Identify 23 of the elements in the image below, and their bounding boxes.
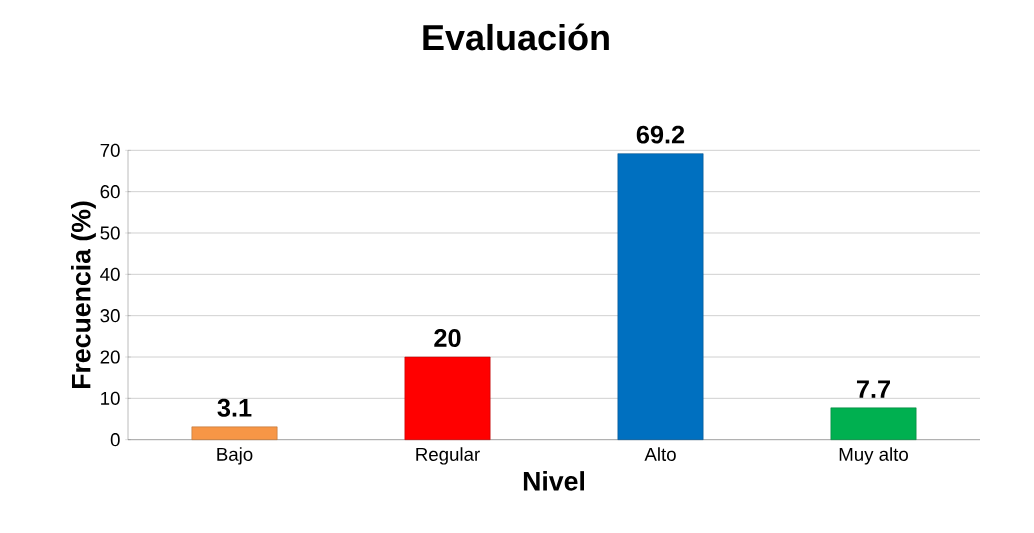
y-tick-label: 50 <box>100 226 120 240</box>
data-label: 69.2 <box>636 125 685 144</box>
x-tick-label: Alto <box>644 447 676 461</box>
y-tick-label: 70 <box>100 143 120 157</box>
y-tick-label: 0 <box>110 433 120 447</box>
bar <box>617 153 704 440</box>
y-axis-title: Frecuencia (%) <box>71 201 96 389</box>
bar <box>404 356 491 440</box>
x-tick-label: Bajo <box>217 447 253 465</box>
x-tick-label: Regular <box>416 447 480 465</box>
bar <box>191 426 278 440</box>
x-axis-title: Nivel <box>523 471 584 491</box>
data-label: 7.7 <box>856 380 890 398</box>
x-tick-label: Muy alto <box>839 447 908 465</box>
y-tick-label: 30 <box>100 309 120 323</box>
y-tick-label: 10 <box>101 391 120 405</box>
data-label: 3.1 <box>217 398 252 417</box>
data-label: 20 <box>434 329 461 347</box>
bar <box>830 407 917 440</box>
y-tick-label: 20 <box>100 350 120 364</box>
y-tick-label: 40 <box>100 267 120 281</box>
y-tick-label: 60 <box>100 185 120 199</box>
chart-title: Evaluación <box>423 23 609 51</box>
